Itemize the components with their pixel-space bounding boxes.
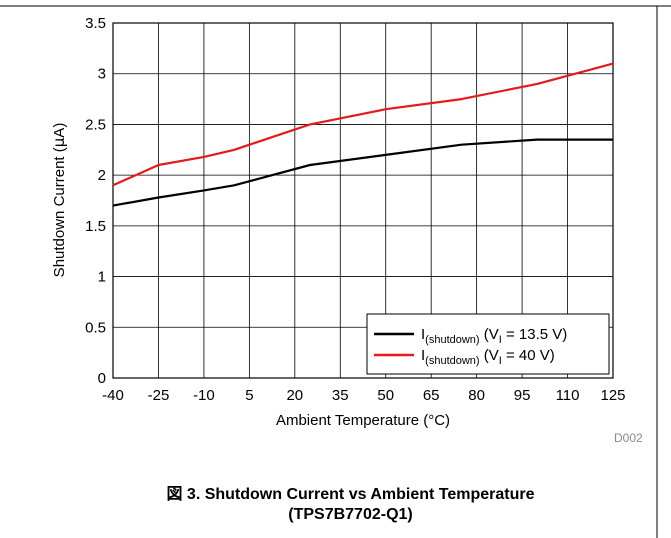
x-tick-label: 80 [468,387,485,404]
y-axis-label: Shutdown Current (µA) [50,123,68,278]
x-tick-label: 50 [377,387,394,404]
x-tick-label: 65 [423,387,440,404]
y-tick-label: 2.5 [85,116,106,133]
x-tick-label: 110 [556,387,580,404]
x-tick-label: 5 [245,387,253,404]
y-tick-label: 1 [98,269,106,286]
y-tick-label: 0.5 [85,319,106,336]
y-tick-label: 3.5 [85,15,106,32]
x-tick-label: 20 [286,387,303,404]
x-tick-label: 95 [514,387,531,404]
y-tick-label: 0 [98,370,106,387]
caption-line-1: 図 3. Shutdown Current vs Ambient Tempera… [166,486,535,503]
grid [113,23,613,378]
x-tick-label: -40 [102,387,124,404]
figure-code: D002 [614,431,643,445]
legend: I(shutdown) (VI = 13.5 V) I(shutdown) (V… [366,313,610,375]
series-layer [112,62,614,207]
legend-box [366,313,610,375]
caption-line-2: (TPS7B7702-Q1) [288,506,413,523]
y-tick-labels: 0 0.5 1 1.5 2 2.5 3 3.5 [85,15,106,387]
y-tick-label: 3 [98,66,106,83]
x-axis-label: Ambient Temperature (°C) [276,412,450,429]
x-tick-label: -25 [148,387,170,404]
legend-label-40v: I(shutdown) (VI = 40 V) [421,347,555,367]
series-line-40v [112,62,614,187]
x-tick-labels: -40 -25 -10 5 20 35 50 65 80 95 110 125 [102,387,625,404]
y-tick-label: 2 [98,167,106,184]
figure-caption: 図 3. Shutdown Current vs Ambient Tempera… [0,485,671,525]
series-line-13-5v [112,138,613,207]
x-tick-label: -10 [193,387,215,404]
x-tick-label: 125 [600,387,625,404]
legend-label-13-5v: I(shutdown) (VI = 13.5 V) [421,326,567,346]
x-tick-label: 35 [332,387,349,404]
y-tick-label: 1.5 [85,218,106,235]
